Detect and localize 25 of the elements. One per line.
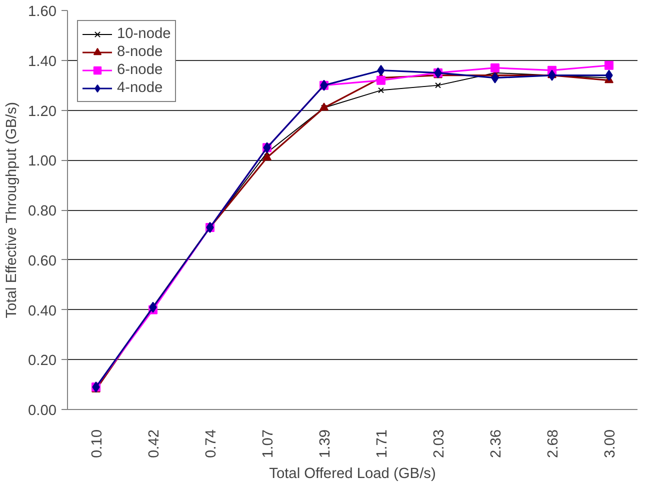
y-tick-label: 1.40 [28,54,57,70]
x-tick-label: 0.42 [146,429,162,458]
x-tick-label: 3.00 [602,429,618,458]
x-axis-title: Total Offered Load (GB/s) [269,466,436,482]
x-tick-label: 0.10 [90,429,106,458]
legend-label: 4-node [117,79,163,97]
x-tick-label: 1.07 [260,429,276,458]
legend-label: 8-node [117,43,163,61]
y-tick-label: 1.60 [28,4,57,20]
legend-label: 6-node [117,61,163,79]
x-tick-label: 1.39 [318,429,334,458]
x-tick-label: 2.68 [546,429,562,458]
y-tick-label: 0.40 [28,303,57,320]
y-tick-label: 0.80 [28,204,57,220]
y-tick-label: 0.60 [28,253,57,270]
y-tick-label: 1.00 [28,154,57,170]
x-tick-label: 1.71 [374,429,390,458]
y-axis-title: Total Effective Throughput (GB/s) [4,102,20,318]
y-tick-label: 0.20 [28,353,57,370]
y-tick-label: 1.20 [28,104,57,120]
x-tick-label: 2.36 [488,429,504,458]
legend-label: 10-node [117,25,171,43]
x-tick-label: 2.03 [432,429,448,458]
y-tick-label: 0.00 [28,403,57,419]
x-tick-label: 0.74 [204,429,220,458]
